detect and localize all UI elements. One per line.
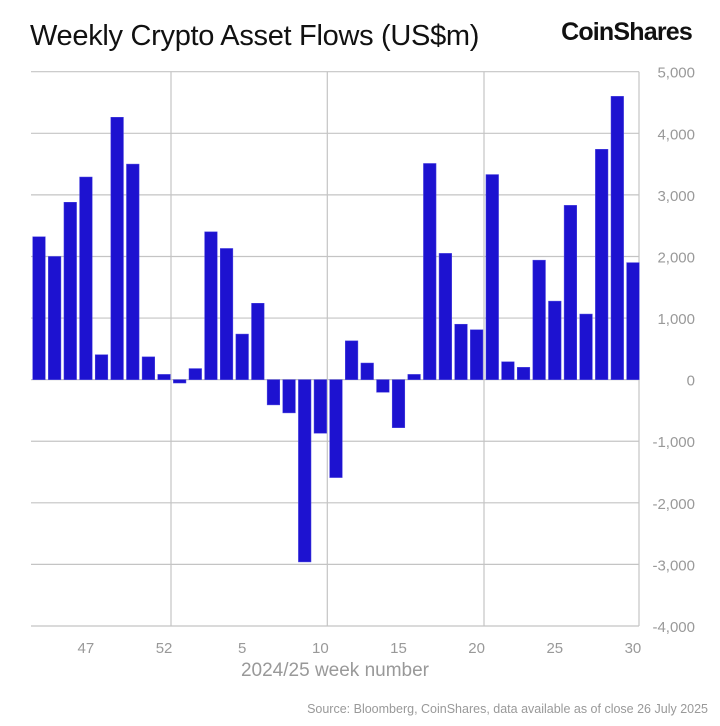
y-tick-label: -4,000 <box>652 619 695 636</box>
bar-week-6 <box>251 303 265 380</box>
y-tick-label: 4,000 <box>657 126 695 143</box>
x-tick-label: 52 <box>156 640 173 657</box>
x-tick-label: 5 <box>238 640 246 657</box>
bar-week-49 <box>110 117 124 380</box>
y-tick-label: 0 <box>687 373 695 390</box>
bar-week-16 <box>407 374 421 380</box>
bar-week-51 <box>141 356 155 380</box>
bar-week-13 <box>360 362 374 380</box>
bar-week-24 <box>532 259 546 380</box>
bar-week-29 <box>610 96 624 380</box>
bar-week-30 <box>626 262 640 380</box>
bar-week-28 <box>595 149 609 380</box>
bar-week-11 <box>329 379 343 478</box>
x-tick-label: 25 <box>546 640 563 657</box>
bar-week-15 <box>391 379 406 428</box>
bar-week-10 <box>313 379 327 434</box>
bar-week-5 <box>235 333 249 380</box>
bar-week-26 <box>563 205 577 380</box>
bar-week-2 <box>188 368 202 380</box>
bar-week-46 <box>63 202 77 380</box>
y-tick-label: 2,000 <box>657 249 695 266</box>
x-tick-label: 20 <box>468 640 485 657</box>
bar-week-12 <box>345 340 359 380</box>
bar-week-27 <box>579 313 593 380</box>
bar-week-45 <box>48 256 62 380</box>
bar-week-44 <box>32 236 46 380</box>
bar-week-1 <box>173 379 187 384</box>
bar-week-4 <box>220 248 234 380</box>
bar-week-8 <box>282 379 296 414</box>
y-tick-label: 1,000 <box>657 311 695 328</box>
bar-week-14 <box>376 379 390 393</box>
x-tick-label: 15 <box>390 640 407 657</box>
bar-week-18 <box>438 253 452 380</box>
bar-week-7 <box>266 379 280 406</box>
bar-week-19 <box>454 323 468 380</box>
bar-week-22 <box>501 361 515 380</box>
y-tick-label: -1,000 <box>652 434 695 451</box>
y-tick-label: -3,000 <box>652 557 695 574</box>
bar-week-3 <box>204 231 218 380</box>
bar-week-52 <box>157 374 171 380</box>
x-tick-label: 10 <box>312 640 329 657</box>
chart-title: Weekly Crypto Asset Flows (US$m) <box>30 20 480 52</box>
y-tick-label: 3,000 <box>657 188 695 205</box>
bar-week-25 <box>548 300 562 380</box>
x-tick-label: 30 <box>625 640 642 657</box>
bar-week-9 <box>298 379 312 563</box>
coinshares-logo: CoinShares <box>561 18 693 46</box>
bar-week-20 <box>470 329 484 380</box>
bar-week-48 <box>94 354 109 380</box>
y-tick-label: 5,000 <box>657 65 695 82</box>
bar-week-50 <box>126 163 140 380</box>
bar-week-23 <box>516 367 531 380</box>
bar-week-21 <box>485 174 499 380</box>
bar-week-47 <box>79 176 93 380</box>
bar-week-17 <box>423 163 437 380</box>
x-tick-label: 47 <box>78 640 95 657</box>
x-axis-label: 2024/25 week number <box>240 660 429 681</box>
source-note: Source: Bloomberg, CoinShares, data avai… <box>307 702 708 716</box>
y-tick-label: -2,000 <box>652 496 695 513</box>
